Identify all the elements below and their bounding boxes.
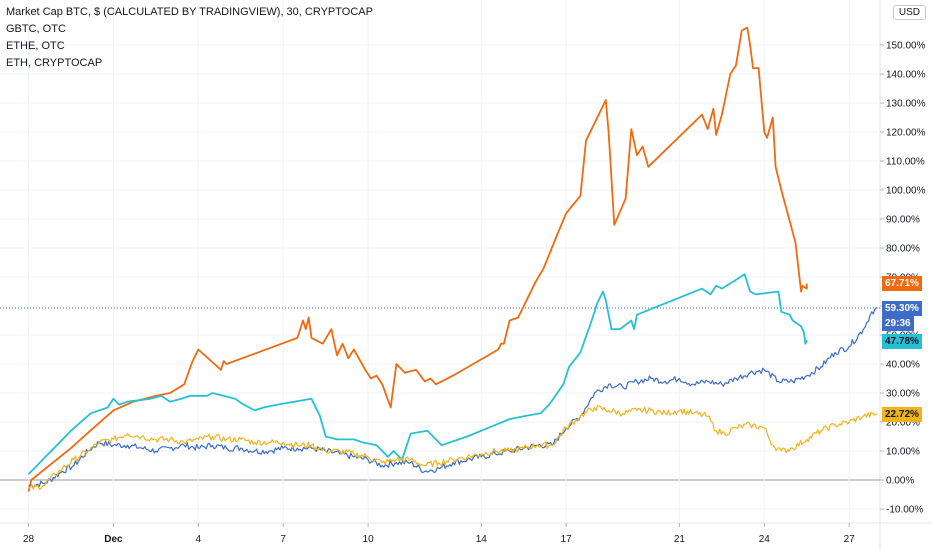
series-line-cyan bbox=[27, 273, 808, 475]
y-tick-label: 20.00% bbox=[886, 418, 920, 429]
series-line-blue bbox=[28, 307, 878, 489]
chart-legend: Market Cap BTC, $ (CALCULATED BY TRADING… bbox=[6, 4, 373, 72]
y-tick-label: 0.00% bbox=[886, 476, 914, 487]
ethe-last-value-label: 47.78% bbox=[882, 333, 922, 349]
x-tick-label: 14 bbox=[476, 534, 488, 545]
series-line-orange bbox=[27, 26, 808, 492]
y-tick-label: 90.00% bbox=[886, 215, 920, 226]
legend-entry-gbtc: GBTC, OTC bbox=[6, 23, 66, 35]
y-tick-label: 80.00% bbox=[886, 244, 920, 255]
x-tick-label: 17 bbox=[561, 534, 573, 545]
series-lines bbox=[27, 26, 878, 492]
x-tick-label: Dec bbox=[104, 534, 123, 545]
x-tick-label: 4 bbox=[196, 534, 202, 545]
y-tick-label: -10.00% bbox=[886, 505, 923, 516]
y-tick-label: 40.00% bbox=[886, 360, 920, 371]
btc-market-cap-last-value-label: 22.72% bbox=[882, 406, 922, 422]
legend-entry-ethe: ETHE, OTC bbox=[6, 40, 65, 52]
y-tick-label: 10.00% bbox=[886, 447, 920, 458]
x-tick-label: 27 bbox=[844, 534, 856, 545]
legend-entry-eth: ETH, CRYPTOCAP bbox=[6, 57, 103, 69]
gbtc-last-value-label: 67.71% bbox=[882, 276, 922, 292]
y-tick-label: 30.00% bbox=[886, 389, 920, 400]
x-tick-label: 24 bbox=[759, 534, 771, 545]
y-tick-label: 150.00% bbox=[886, 41, 926, 52]
x-tick-label: 7 bbox=[280, 534, 286, 545]
y-tick-label: 100.00% bbox=[886, 186, 926, 197]
x-tick-label: 28 bbox=[23, 534, 35, 545]
legend-entry-btc-market-cap: Market Cap BTC, $ (CALCULATED BY TRADING… bbox=[6, 6, 373, 18]
y-tick-label: 140.00% bbox=[886, 70, 926, 81]
eth-last-value-label: 59.30% bbox=[882, 300, 922, 316]
bar-countdown-label: 29:36 bbox=[882, 316, 914, 332]
x-axis: 28 Dec 4 7 10 14 17 21 24 27 bbox=[23, 523, 855, 545]
y-tick-label: 110.00% bbox=[886, 157, 925, 168]
x-tick-label: 21 bbox=[674, 534, 686, 545]
series-line-yellow bbox=[28, 404, 878, 491]
y-tick-label: 130.00% bbox=[886, 99, 926, 110]
x-tick-label: 10 bbox=[363, 534, 375, 545]
currency-selector-button[interactable]: USD bbox=[892, 5, 926, 20]
y-tick-label: 120.00% bbox=[886, 128, 926, 139]
